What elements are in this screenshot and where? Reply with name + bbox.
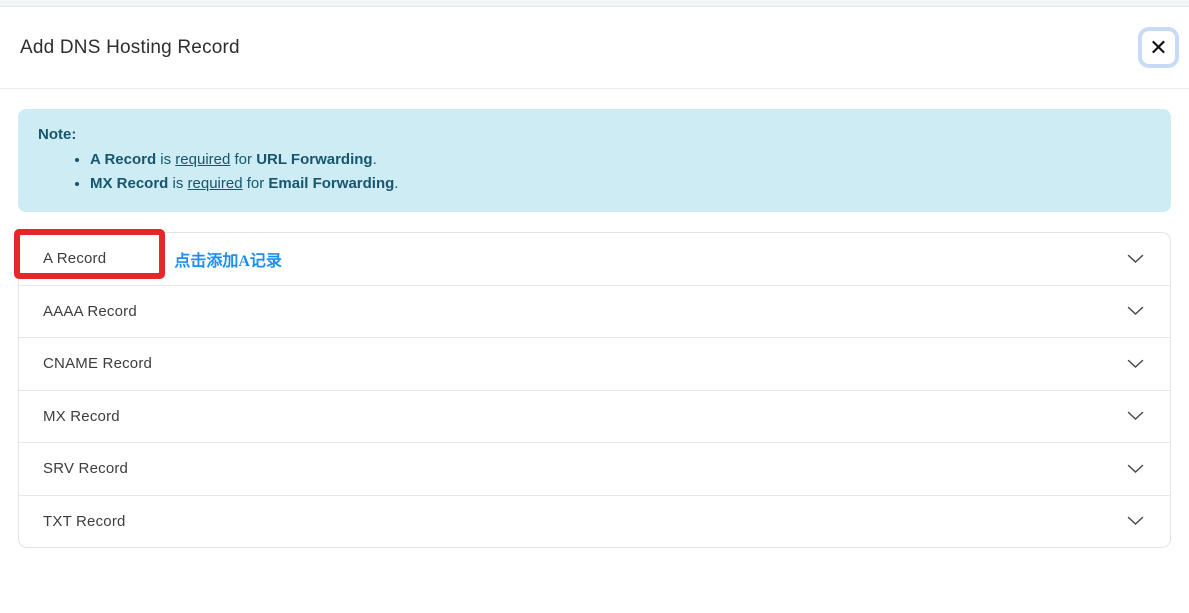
close-icon: ✕	[1149, 34, 1168, 60]
note-text: .	[372, 151, 377, 168]
note-box: Note: A Record is required for URL Forwa…	[18, 109, 1171, 212]
accordion-row-label: TXT Record	[43, 512, 126, 530]
accordion-row-label: MX Record	[43, 407, 120, 425]
chevron-down-icon	[1127, 306, 1144, 316]
note-required-text: required	[187, 175, 243, 192]
note-text: is	[168, 175, 188, 192]
chevron-down-icon	[1127, 359, 1144, 369]
chevron-down-icon	[1127, 411, 1144, 421]
note-record-name: A Record	[90, 151, 157, 168]
note-text: for	[230, 151, 257, 168]
record-type-accordion: A Record 点击添加A记录 AAAA Record CNAME Recor…	[14, 229, 1171, 548]
note-record-name: MX Record	[90, 175, 169, 192]
modal-title: Add DNS Hosting Record	[20, 36, 240, 58]
note-heading: Note:	[38, 126, 77, 143]
add-dns-record-modal: Add DNS Hosting Record ✕ Note: A Record …	[0, 7, 1189, 548]
note-required-text: required	[175, 151, 231, 168]
accordion-row-label: AAAA Record	[43, 302, 137, 320]
accordion-row-txt-record[interactable]: TXT Record	[19, 494, 1170, 548]
note-text: is	[156, 151, 176, 168]
chevron-down-icon	[1127, 464, 1144, 474]
note-item: A Record is required for URL Forwarding.	[90, 148, 1151, 172]
note-feature-name: URL Forwarding	[256, 151, 373, 168]
accordion-row-label: A Record	[43, 250, 107, 268]
note-feature-name: Email Forwarding	[268, 175, 395, 192]
modal-header: Add DNS Hosting Record ✕	[0, 7, 1189, 89]
accordion-row-mx-record[interactable]: MX Record	[19, 389, 1170, 443]
accordion-row-aaaa-record[interactable]: AAAA Record	[19, 284, 1170, 338]
accordion-row-label: SRV Record	[43, 460, 129, 478]
note-text: for	[242, 175, 269, 192]
note-text: .	[394, 175, 399, 192]
accordion-row-cname-record[interactable]: CNAME Record	[19, 337, 1170, 390]
background-page-strip	[0, 0, 1189, 7]
accordion-row-a-record[interactable]: A Record 点击添加A记录	[19, 233, 1170, 285]
accordion-row-label: CNAME Record	[43, 355, 153, 373]
note-item: MX Record is required for Email Forwardi…	[90, 172, 1151, 196]
accordion-row-srv-record[interactable]: SRV Record	[19, 442, 1170, 495]
note-list: A Record is required for URL Forwarding.…	[38, 148, 1151, 196]
close-button[interactable]: ✕	[1138, 27, 1179, 68]
row-hint-annotation: 点击添加A记录	[174, 252, 282, 270]
modal-body: Note: A Record is required for URL Forwa…	[0, 89, 1189, 548]
chevron-down-icon	[1127, 254, 1144, 264]
chevron-down-icon	[1127, 516, 1144, 526]
